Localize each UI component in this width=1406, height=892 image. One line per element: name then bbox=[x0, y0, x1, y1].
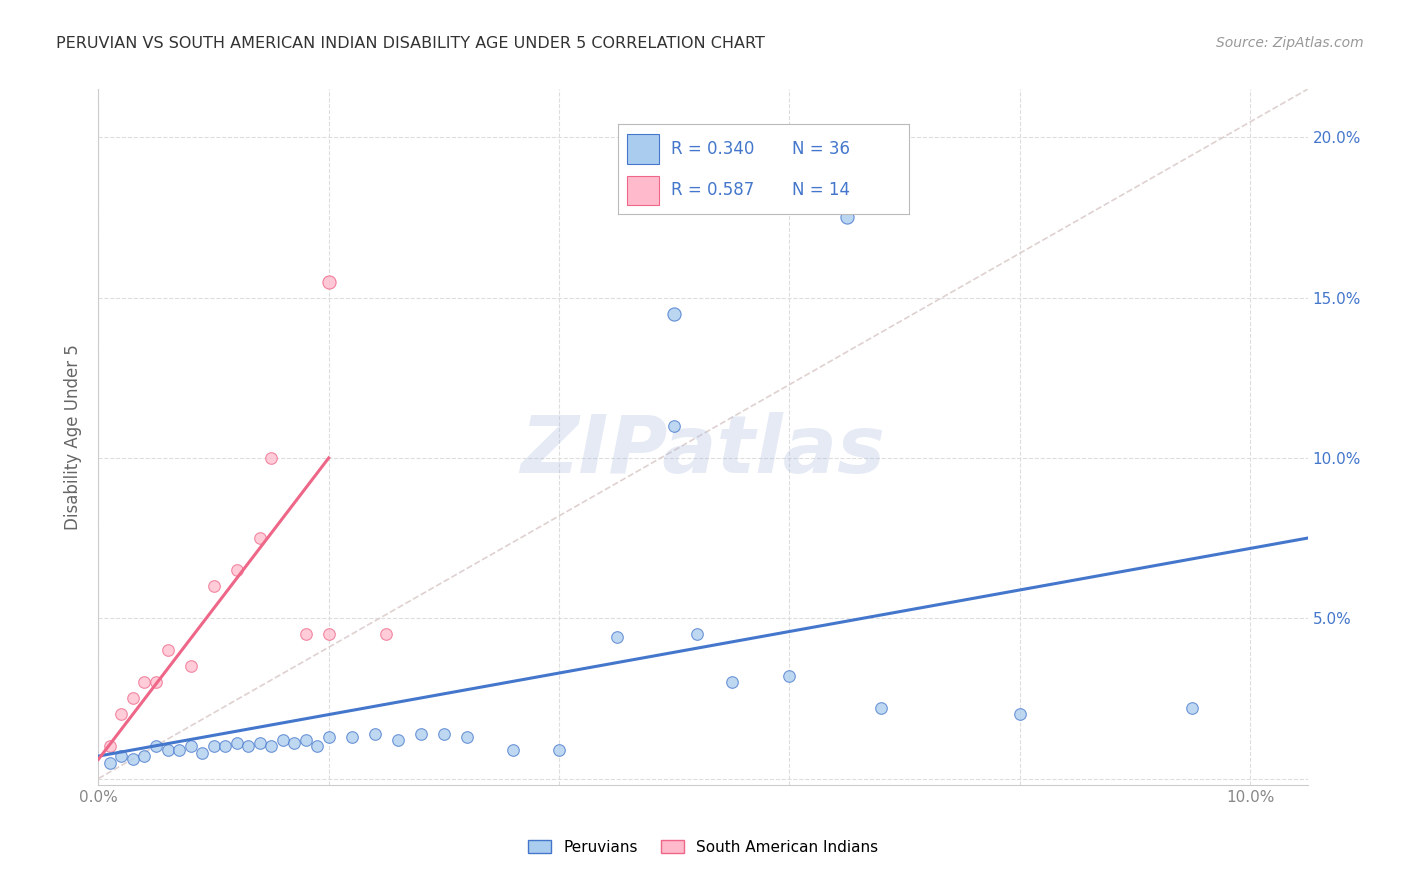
Point bbox=[249, 736, 271, 750]
Point bbox=[375, 627, 398, 641]
Point bbox=[122, 691, 145, 706]
Point bbox=[318, 627, 340, 641]
Legend: Peruvians, South American Indians: Peruvians, South American Indians bbox=[522, 833, 884, 861]
Point bbox=[225, 563, 247, 577]
Text: ZIPatlas: ZIPatlas bbox=[520, 412, 886, 490]
Point bbox=[686, 627, 709, 641]
Point bbox=[307, 739, 329, 754]
Point bbox=[98, 739, 121, 754]
Point bbox=[145, 675, 167, 690]
Point bbox=[134, 675, 156, 690]
Point bbox=[870, 701, 893, 715]
Point bbox=[294, 627, 316, 641]
Point bbox=[225, 736, 247, 750]
Point bbox=[134, 749, 156, 764]
Text: N = 14: N = 14 bbox=[793, 181, 851, 200]
Point bbox=[145, 739, 167, 754]
Point bbox=[236, 739, 259, 754]
Point bbox=[156, 742, 179, 756]
Point bbox=[1181, 701, 1204, 715]
Point bbox=[364, 726, 387, 740]
Point bbox=[778, 669, 800, 683]
Point bbox=[318, 275, 340, 289]
Point bbox=[191, 746, 214, 760]
FancyBboxPatch shape bbox=[627, 134, 659, 164]
Point bbox=[110, 749, 132, 764]
Point bbox=[1008, 707, 1031, 722]
Point bbox=[283, 736, 305, 750]
Point bbox=[260, 450, 283, 465]
Point bbox=[340, 730, 363, 744]
Point bbox=[167, 742, 190, 756]
Point bbox=[180, 659, 202, 673]
Point bbox=[456, 730, 478, 744]
FancyBboxPatch shape bbox=[627, 176, 659, 205]
Point bbox=[548, 742, 571, 756]
Point bbox=[122, 752, 145, 766]
Point bbox=[318, 730, 340, 744]
Point bbox=[202, 579, 225, 593]
Text: PERUVIAN VS SOUTH AMERICAN INDIAN DISABILITY AGE UNDER 5 CORRELATION CHART: PERUVIAN VS SOUTH AMERICAN INDIAN DISABI… bbox=[56, 36, 765, 51]
Point bbox=[664, 307, 686, 321]
Point bbox=[294, 733, 316, 747]
Point bbox=[271, 733, 294, 747]
Text: R = 0.340: R = 0.340 bbox=[671, 140, 754, 158]
Point bbox=[835, 211, 858, 225]
Point bbox=[249, 531, 271, 545]
Point bbox=[409, 726, 432, 740]
Point bbox=[110, 707, 132, 722]
Point bbox=[98, 756, 121, 770]
Point bbox=[720, 675, 742, 690]
Text: R = 0.587: R = 0.587 bbox=[671, 181, 754, 200]
Point bbox=[180, 739, 202, 754]
Point bbox=[606, 631, 628, 645]
Point bbox=[664, 418, 686, 433]
Point bbox=[156, 643, 179, 657]
Point bbox=[502, 742, 524, 756]
Text: N = 36: N = 36 bbox=[793, 140, 851, 158]
Point bbox=[387, 733, 409, 747]
Point bbox=[202, 739, 225, 754]
Text: Source: ZipAtlas.com: Source: ZipAtlas.com bbox=[1216, 36, 1364, 50]
Point bbox=[214, 739, 236, 754]
Y-axis label: Disability Age Under 5: Disability Age Under 5 bbox=[65, 344, 83, 530]
Point bbox=[433, 726, 456, 740]
Point bbox=[260, 739, 283, 754]
